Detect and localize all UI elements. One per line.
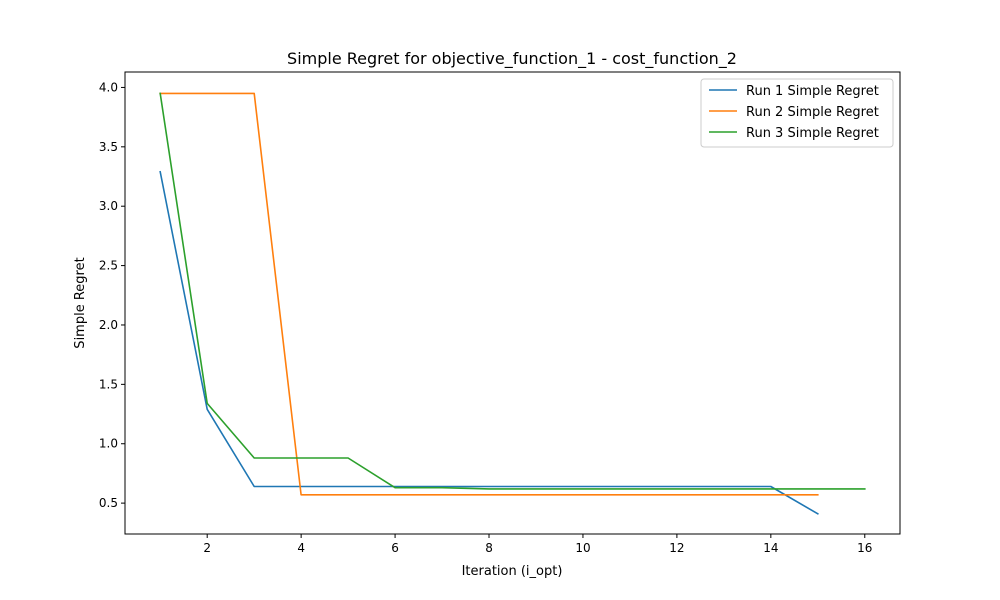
y-tick-label: 1.0 [99, 437, 118, 451]
series-layer [159, 92, 866, 515]
legend: Run 1 Simple Regret Run 2 Simple Regret Ru… [700, 78, 894, 148]
legend-label: Run 2 Simple Regret [746, 105, 879, 120]
x-tick-label: 4 [297, 541, 305, 555]
y-axis-title: Simple Regret [73, 257, 88, 348]
legend-label: Run 3 Simple Regret [746, 126, 879, 141]
x-tick-label: 2 [203, 541, 211, 555]
y-tick-label: 2.5 [99, 259, 118, 273]
legend-label: Run 1 Simple Regret [746, 84, 879, 99]
series-line-run-3 [159, 92, 866, 490]
x-axis: 2 4 6 8 10 12 14 16 [203, 534, 872, 555]
x-tick-label: 6 [391, 541, 399, 555]
y-axis: 0.5 1.0 1.5 2.0 2.5 3.0 3.5 4.0 [99, 80, 125, 510]
series-line-run-1 [159, 170, 819, 515]
x-axis-title: Iteration (i_opt) [462, 564, 563, 579]
plot-area-frame [124, 71, 901, 535]
x-tick-label: 8 [485, 541, 493, 555]
x-tick-label: 12 [669, 541, 684, 555]
legend-box [700, 78, 894, 148]
x-tick-label: 10 [575, 541, 590, 555]
y-tick-label: 4.0 [99, 80, 118, 94]
y-tick-label: 1.5 [99, 377, 118, 391]
y-tick-label: 0.5 [99, 496, 118, 510]
x-tick-label: 14 [763, 541, 778, 555]
x-tick-label: 16 [857, 541, 872, 555]
y-tick-label: 3.5 [99, 140, 118, 154]
series-line-run-2 [159, 92, 819, 496]
y-tick-label: 3.0 [99, 199, 118, 213]
y-tick-label: 2.0 [99, 318, 118, 332]
chart-title: Simple Regret for objective_function_1 -… [287, 49, 737, 69]
